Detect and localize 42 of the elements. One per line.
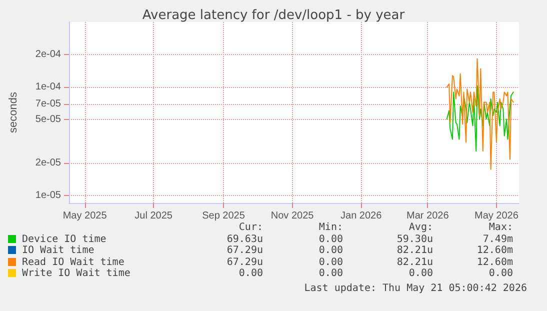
text: Max: (488, 222, 513, 234)
x-tick-label: Sep 2025 (202, 210, 246, 222)
legend-label: IO Wait time (21, 245, 96, 256)
text: 7.49m (482, 234, 513, 245)
text: 0.00 (238, 268, 263, 280)
y-tick-label: 2e-05 (35, 157, 62, 168)
line-series (446, 85, 514, 152)
text: 0.00 (318, 245, 343, 256)
x-tick-label: May 2025 (62, 210, 108, 222)
legend-label: Read IO Wait time (21, 256, 126, 268)
text: 0.00 (408, 268, 433, 280)
text: 0.00 (318, 234, 343, 245)
text: 69.63u (226, 234, 263, 245)
x-tick-label: Jan 2026 (340, 210, 382, 222)
text: Last update: Thu May 21 05:00:42 2026 (304, 283, 527, 294)
legend-label: Device IO time (21, 234, 108, 245)
text: 67.29u (226, 256, 263, 268)
line-series (446, 58, 514, 170)
text: 59.30u (396, 234, 433, 245)
text: 67.29u (226, 245, 263, 256)
text: 12.60m (476, 256, 513, 268)
text: 82.21u (396, 256, 433, 268)
y-tick-label: 2e-04 (35, 49, 62, 60)
text: 0.00 (488, 268, 513, 280)
y-tick-label: 1e-04 (35, 82, 62, 93)
legend-label: Write IO Wait time (21, 268, 132, 280)
text: 0.00 (318, 256, 343, 268)
text: Avg: (408, 222, 433, 234)
text: Min: (318, 222, 343, 234)
x-tick-label: Jul 2025 (134, 210, 173, 222)
text: 12.60m (476, 245, 513, 256)
y-tick-label: 1e-05 (35, 190, 62, 201)
x-tick-label: Nov 2025 (270, 210, 314, 222)
y-tick-label: 7e-05 (35, 98, 62, 110)
x-tick-label: May 2026 (474, 210, 519, 222)
text: Cur: (238, 222, 263, 234)
text: 82.21u (396, 245, 433, 256)
chart-title: Average latency for /dev/loop1 - by year (142, 8, 406, 23)
y-axis-title: seconds (8, 92, 20, 133)
text: 0.00 (318, 268, 343, 280)
x-tick-label: Mar 2026 (406, 210, 450, 222)
y-tick-label: 5e-05 (35, 114, 62, 126)
